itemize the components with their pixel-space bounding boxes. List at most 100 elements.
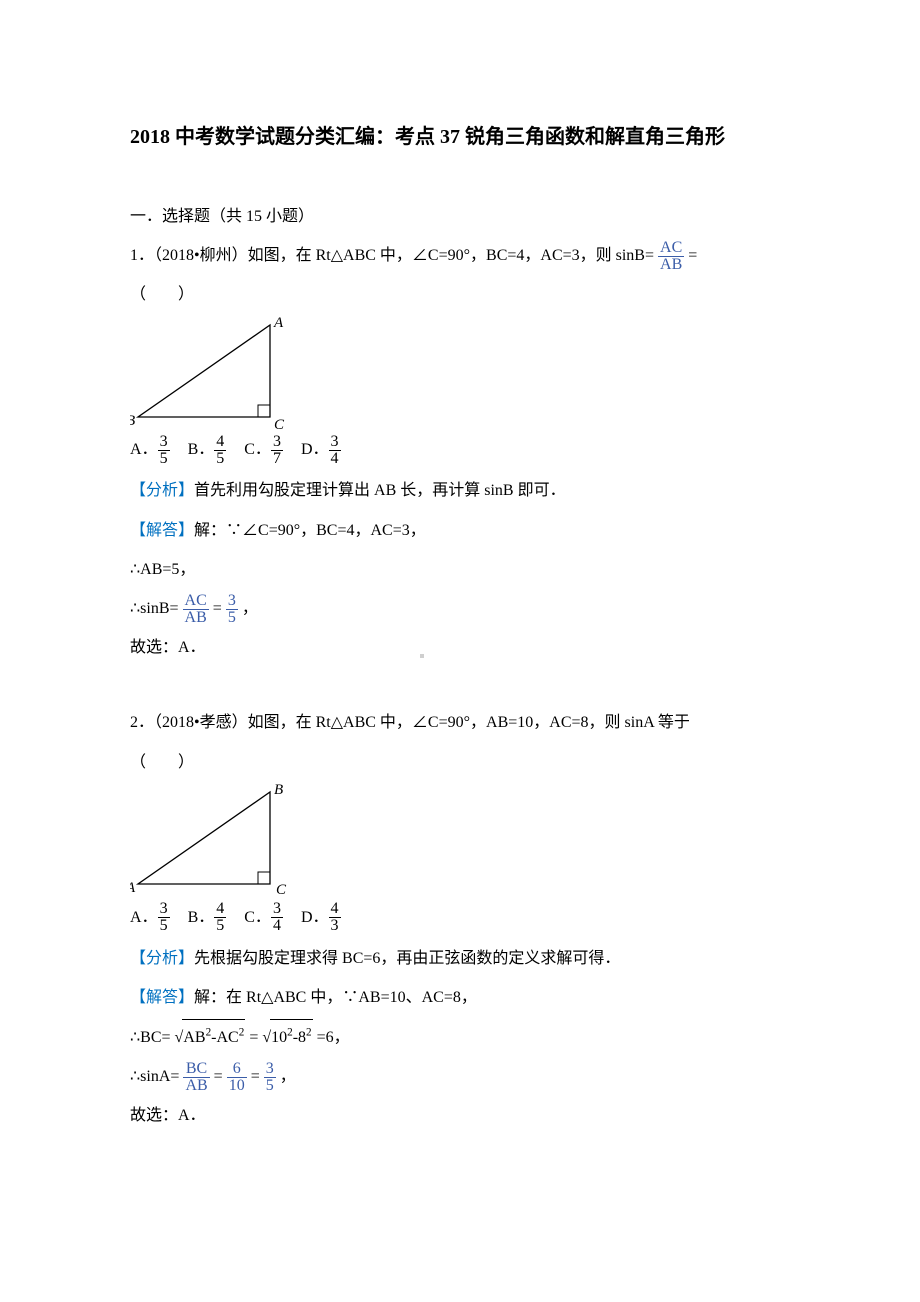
label-C: C <box>274 417 285 432</box>
q1-stem-b: = <box>688 247 697 264</box>
r2b: -8 <box>293 1029 306 1046</box>
q2-stem: 2．（2018•孝感）如图，在 Rt△ABC 中，∠C=90°，AB=10，AC… <box>130 705 790 740</box>
r2a: 10 <box>271 1029 287 1046</box>
fraction-icon: 37 <box>271 434 283 467</box>
fraction-icon: 34 <box>271 901 283 934</box>
q1-opt-D: D．34 <box>301 432 341 467</box>
sol2-c: =6， <box>317 1029 350 1046</box>
r1b: -AC <box>211 1029 239 1046</box>
label-A: A <box>130 880 136 896</box>
fraction-icon: 43 <box>329 901 341 934</box>
sol3-a: ∴sinB= <box>130 600 179 617</box>
sol-text: 解：∵∠C=90°，BC=4，AC=3， <box>194 522 426 539</box>
sol2-b: = <box>249 1029 258 1046</box>
q2-analysis: 【分析】先根据勾股定理求得 BC=6，再由正弦函数的定义求解可得． <box>130 941 790 976</box>
d: AB <box>183 609 209 626</box>
opt-key: C． <box>244 909 271 926</box>
q2-sol3: ∴sinA= BCAB = 610 = 35 ， <box>130 1059 790 1094</box>
q2-sol1: 【解答】解：在 Rt△ABC 中，∵AB=10、AC=8， <box>130 980 790 1015</box>
q2-opt-D: D．43 <box>301 900 341 935</box>
q1-sol4: 故选：A． <box>130 630 790 665</box>
right-angle-icon <box>258 872 270 884</box>
n: BC <box>183 1061 209 1077</box>
n: 3 <box>264 1061 276 1077</box>
sq: 2 <box>239 1027 245 1039</box>
fraction-icon: ACAB <box>183 593 209 626</box>
d: 7 <box>271 450 283 467</box>
q2-opt-C: C．34 <box>244 900 283 935</box>
answer-label: 【解答】 <box>130 522 194 539</box>
n: 3 <box>158 901 170 917</box>
triangle-shape <box>138 792 270 884</box>
label-B: B <box>130 413 135 429</box>
analysis-text: 首先利用勾股定理计算出 AB 长，再计算 sinB 即可． <box>194 482 566 499</box>
fraction-icon: BCAB <box>183 1061 209 1094</box>
q1-stem: 1．（2018•柳州）如图，在 Rt△ABC 中，∠C=90°，BC=4，AC=… <box>130 238 790 273</box>
q2-sol2: ∴BC= √AB2-AC2 = √102-82 =6， <box>130 1019 790 1055</box>
q1-frac-acab: AC AB <box>658 240 684 273</box>
opt-key: D． <box>301 909 329 926</box>
n: 3 <box>329 434 341 450</box>
analysis-label: 【分析】 <box>130 482 194 499</box>
opt-key: D． <box>301 441 329 458</box>
label-A: A <box>273 317 284 331</box>
sol2-a: ∴BC= <box>130 1029 171 1046</box>
opt-key: B． <box>188 441 215 458</box>
n: 6 <box>227 1061 247 1077</box>
fraction-icon: 45 <box>214 434 226 467</box>
fraction-icon: 610 <box>227 1061 247 1094</box>
d: 10 <box>227 1077 247 1094</box>
q1-opt-A: A．35 <box>130 432 170 467</box>
sol-text: 解：在 Rt△ABC 中，∵AB=10、AC=8， <box>194 989 477 1006</box>
answer-label: 【解答】 <box>130 989 194 1006</box>
n: 3 <box>226 593 238 609</box>
d: AB <box>183 1077 209 1094</box>
fraction-icon: 35 <box>264 1061 276 1094</box>
label-B: B <box>274 784 283 798</box>
q2-sol4: 故选：A． <box>130 1098 790 1133</box>
q1-sol2: ∴AB=5， <box>130 552 790 587</box>
q1-sol1: 【解答】解：∵∠C=90°，BC=4，AC=3， <box>130 513 790 548</box>
fraction-icon: 35 <box>158 434 170 467</box>
d: 4 <box>271 917 283 934</box>
sol3-c: ， <box>242 600 258 617</box>
d: 4 <box>329 450 341 467</box>
q2-paren: （ ） <box>130 745 790 780</box>
section-header: 一．选择题（共 15 小题） <box>130 199 790 234</box>
opt-key: A． <box>130 441 158 458</box>
q1-options: A．35 B．45 C．37 D．34 <box>130 432 790 468</box>
r1a: AB <box>183 1029 205 1046</box>
fraction-icon: 35 <box>226 593 238 626</box>
d: 5 <box>158 450 170 467</box>
opt-key: B． <box>188 909 215 926</box>
fraction-icon: 34 <box>329 434 341 467</box>
n: 3 <box>158 434 170 450</box>
opt-key: A． <box>130 909 158 926</box>
fraction-icon: 45 <box>214 901 226 934</box>
q1-stem-a: 1．（2018•柳州）如图，在 Rt△ABC 中，∠C=90°，BC=4，AC=… <box>130 247 654 264</box>
n: 3 <box>271 434 283 450</box>
n: 4 <box>329 901 341 917</box>
n: AC <box>183 593 209 609</box>
d: 3 <box>329 917 341 934</box>
q1-triangle-icon: A B C <box>130 317 300 432</box>
opt-key: C． <box>244 441 271 458</box>
d: 5 <box>214 917 226 934</box>
q2-opt-A: A．35 <box>130 900 170 935</box>
d: 5 <box>226 609 238 626</box>
n: 4 <box>214 901 226 917</box>
sq: 2 <box>306 1027 312 1039</box>
d: 5 <box>214 450 226 467</box>
analysis-label: 【分析】 <box>130 950 194 967</box>
q2-opt-B: B．45 <box>188 900 227 935</box>
triangle-shape <box>138 325 270 417</box>
q1-paren: （ ） <box>130 277 790 312</box>
radicand: AB2-AC2 <box>182 1019 245 1055</box>
page-title: 2018 中考数学试题分类汇编：考点 37 锐角三角函数和解直角三角形 <box>130 120 790 149</box>
watermark-dot <box>420 654 424 658</box>
right-angle-icon <box>258 405 270 417</box>
q2-options: A．35 B．45 C．34 D．43 <box>130 899 790 935</box>
q1-analysis: 【分析】首先利用勾股定理计算出 AB 长，再计算 sinB 即可． <box>130 473 790 508</box>
d: 5 <box>264 1077 276 1094</box>
sol3-c: = <box>251 1068 260 1085</box>
